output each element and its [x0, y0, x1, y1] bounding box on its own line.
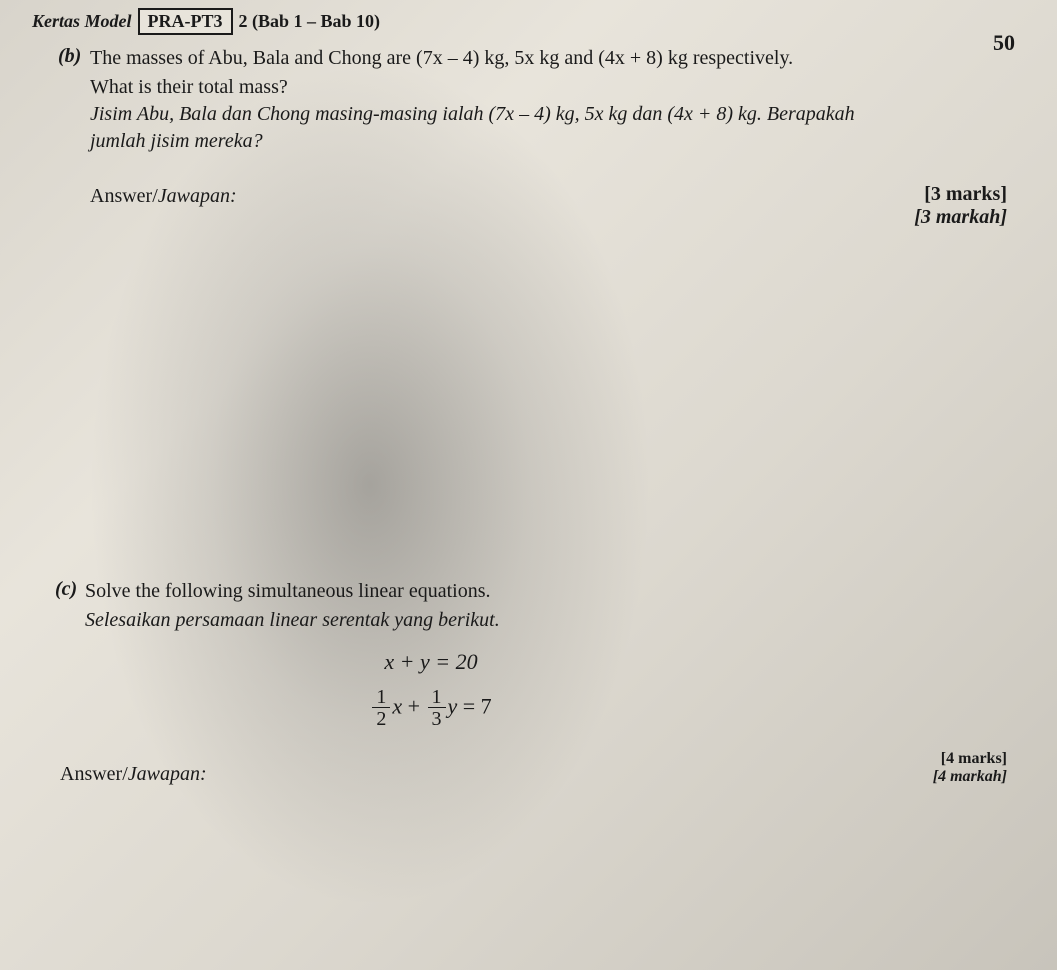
question-b-answer-label: Answer/Jawapan:: [0, 185, 1057, 208]
equation-1: x + y = 20: [55, 644, 807, 679]
header-prefix: Kertas Model: [32, 11, 132, 32]
question-c-answer-label: Answer/Jawapan:: [0, 763, 207, 786]
question-b-my-line1: Jisim Abu, Bala dan Chong masing-masing …: [90, 101, 1007, 128]
eq2-rhs: = 7: [457, 694, 491, 719]
equation-2: 1 2 x + 1 3 y = 7: [55, 687, 807, 730]
eq2-frac2: 1 3: [428, 687, 446, 730]
question-b-en-line1: The masses of Abu, Bala and Chong are (7…: [90, 45, 1007, 72]
question-c-my-line1: Selesaikan persamaan linear serentak yan…: [85, 607, 1007, 634]
answer-c-my: Jawapan:: [128, 763, 207, 785]
header-suffix: 2 (Bab 1 – Bab 10): [239, 11, 381, 32]
page-number: 50: [993, 30, 1015, 56]
answer-b-my: Jawapan:: [158, 185, 237, 207]
equation-block: x + y = 20 1 2 x + 1 3 y = 7: [55, 644, 1007, 730]
question-b-label: (b): [58, 45, 81, 68]
eq2-frac1-den: 2: [372, 708, 390, 730]
eq1-text: x + y = 20: [384, 649, 477, 674]
question-c-block: (c) Solve the following simultaneous lin…: [0, 578, 1057, 730]
question-b-block: (b) The masses of Abu, Bala and Chong ar…: [0, 45, 1057, 155]
eq2-frac1: 1 2: [372, 687, 390, 730]
header-box: PRA-PT3: [138, 8, 233, 35]
eq2-frac1-num: 1: [372, 687, 390, 708]
question-c-marks-my: [4 markah]: [933, 768, 1007, 785]
eq2-frac2-num: 1: [428, 687, 446, 708]
eq2-var2: y: [448, 694, 458, 719]
eq2-var1: x: [392, 694, 402, 719]
question-b-marks-en: [3 marks]: [924, 183, 1007, 205]
question-c-en-line1: Solve the following simultaneous linear …: [85, 578, 1007, 605]
question-c-label: (c): [55, 578, 77, 601]
eq2-plus: +: [402, 694, 425, 719]
question-b-my-line2: jumlah jisim mereka?: [90, 128, 1007, 155]
header-row: Kertas Model PRA-PT3 2 (Bab 1 – Bab 10): [0, 0, 1057, 45]
question-c-marks-en: [4 marks]: [941, 750, 1007, 767]
question-c-bottom-row: Answer/Jawapan: [4 marks] [4 markah]: [0, 750, 1057, 786]
eq2-frac2-den: 3: [428, 708, 446, 730]
question-b-en-line2: What is their total mass?: [90, 74, 1007, 101]
question-c-marks: [4 marks] [4 markah]: [933, 750, 1007, 786]
answer-c-en: Answer/: [60, 763, 128, 785]
answer-b-en: Answer/: [90, 185, 158, 207]
question-b-marks-my: [3 markah]: [914, 206, 1007, 228]
